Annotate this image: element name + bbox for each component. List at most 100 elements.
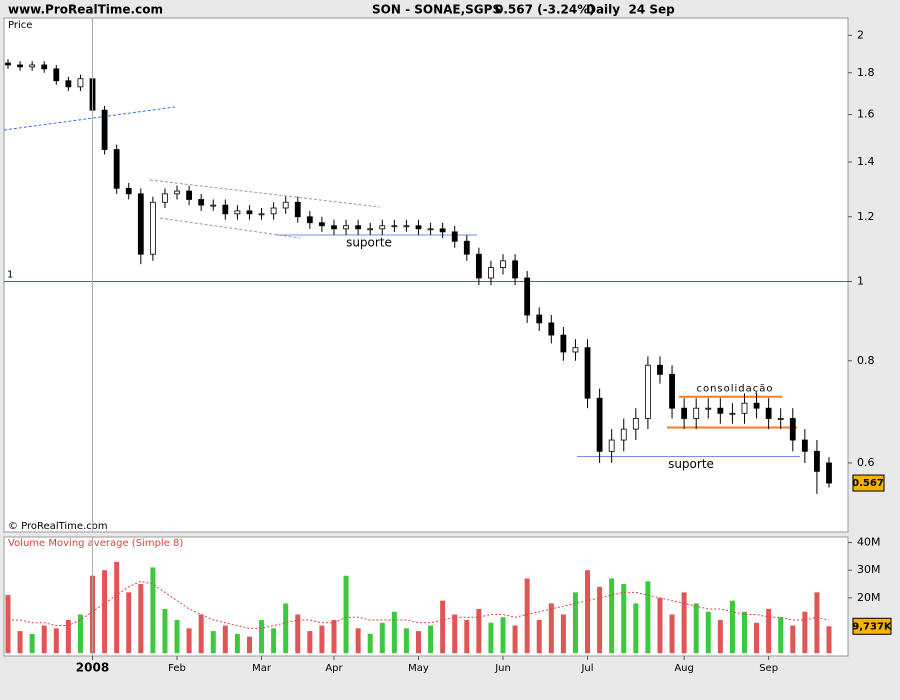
x-tick-label: Jul <box>580 663 593 674</box>
volume-bar <box>150 567 156 654</box>
volume-bar <box>693 603 699 654</box>
candle-body <box>234 210 241 215</box>
candle-body <box>379 225 386 230</box>
y-tick-label: 0.6 <box>857 456 875 469</box>
candle-body <box>500 260 506 268</box>
candle-body <box>632 418 639 430</box>
candle-body <box>584 347 591 399</box>
candle-body <box>5 62 11 66</box>
volume-bar <box>138 584 144 654</box>
candle-body <box>282 201 289 209</box>
volume-bar <box>367 633 373 654</box>
volume-bar <box>428 625 434 654</box>
symbol: SON - SONAE,SGPS <box>372 3 501 17</box>
y-tick-label: 1.4 <box>857 155 875 168</box>
candle-body <box>174 190 180 195</box>
candle-body <box>765 407 772 419</box>
volume-bar <box>560 614 566 654</box>
volume-bar <box>778 617 784 654</box>
volume-bar <box>114 561 120 654</box>
volume-bar <box>729 600 735 654</box>
candle-body <box>475 253 482 279</box>
volume-bar <box>331 620 337 654</box>
volume-bar <box>319 625 325 654</box>
volume-bar <box>403 628 409 654</box>
volume-bar <box>790 625 796 654</box>
y-tick-label: 30M <box>857 563 881 576</box>
y-tick-label: 0.8 <box>857 354 875 367</box>
volume-bar <box>524 578 530 654</box>
volume-bar <box>77 614 83 654</box>
candle-body <box>391 225 398 228</box>
candle-body <box>270 207 277 215</box>
volume-bar <box>174 620 180 654</box>
volume-bar <box>633 603 639 654</box>
volume-bar <box>645 581 651 654</box>
candle-body <box>403 225 410 228</box>
volume-bar <box>826 626 832 654</box>
candle-body <box>65 80 72 88</box>
candle-body <box>657 364 663 375</box>
candle-body <box>17 64 23 68</box>
volume-bar <box>416 631 421 654</box>
candle-body <box>536 314 543 324</box>
candle-body <box>319 222 325 227</box>
annotation-label: suporte <box>668 457 714 471</box>
x-tick-label: Jun <box>494 663 511 674</box>
candle-body <box>753 402 760 409</box>
volume-bar <box>814 592 820 654</box>
volume-bar <box>476 608 482 654</box>
candle-body <box>415 225 422 230</box>
channel-line <box>149 179 381 208</box>
candle-body <box>258 213 265 216</box>
candle-body <box>41 64 48 70</box>
x-tick-label: Feb <box>168 663 186 674</box>
candle-body <box>741 402 748 414</box>
quote: 0.567 (-3.24%) <box>495 3 595 17</box>
candle-body <box>149 201 156 255</box>
candle-body <box>814 450 820 472</box>
volume-bar <box>307 631 313 654</box>
y-tick-label: 1 <box>857 275 864 288</box>
volume-bar <box>585 570 591 654</box>
volume-bar <box>391 611 397 654</box>
y-tick-label: 40M <box>857 536 881 549</box>
x-tick-label: Sep <box>759 663 778 674</box>
volume-bar <box>343 575 349 654</box>
y-tick-label: 20M <box>857 591 881 604</box>
volume-bar <box>65 620 71 654</box>
candle-body <box>101 109 108 150</box>
annotation-label: consolidação <box>696 384 773 395</box>
y-tick-label: 1.8 <box>857 66 875 79</box>
candle-body <box>681 407 688 419</box>
y-tick-label: 2 <box>857 28 864 41</box>
period: Daily 24 Sep <box>586 3 675 17</box>
volume-bar <box>102 570 108 654</box>
volume-bar <box>210 631 216 654</box>
candle-body <box>789 418 796 441</box>
volume-bar <box>572 592 578 654</box>
volume-bar <box>741 611 747 654</box>
volume-bar <box>198 614 204 654</box>
volume-bar <box>17 631 23 654</box>
candle-body <box>77 78 84 88</box>
candle-body <box>186 190 193 200</box>
y-tick-label: 1.2 <box>857 210 875 223</box>
volume-bar <box>657 597 663 654</box>
volume-bar <box>609 578 615 654</box>
candle-body <box>355 225 362 230</box>
volume-bar <box>621 584 627 654</box>
volume-bar <box>440 600 446 654</box>
candle-body <box>331 225 337 230</box>
candle-body <box>560 334 567 353</box>
candle-body <box>693 407 700 419</box>
trend-line <box>3 106 176 131</box>
candle-body <box>367 228 374 231</box>
volume-bar <box>488 622 494 654</box>
candle-body <box>113 149 120 189</box>
last-volume-label: 9,737K <box>852 621 893 632</box>
y-tick-label: 1.6 <box>857 108 875 121</box>
candle-body <box>246 210 253 215</box>
last-volume-box <box>852 617 892 635</box>
volume-bar <box>754 622 760 654</box>
